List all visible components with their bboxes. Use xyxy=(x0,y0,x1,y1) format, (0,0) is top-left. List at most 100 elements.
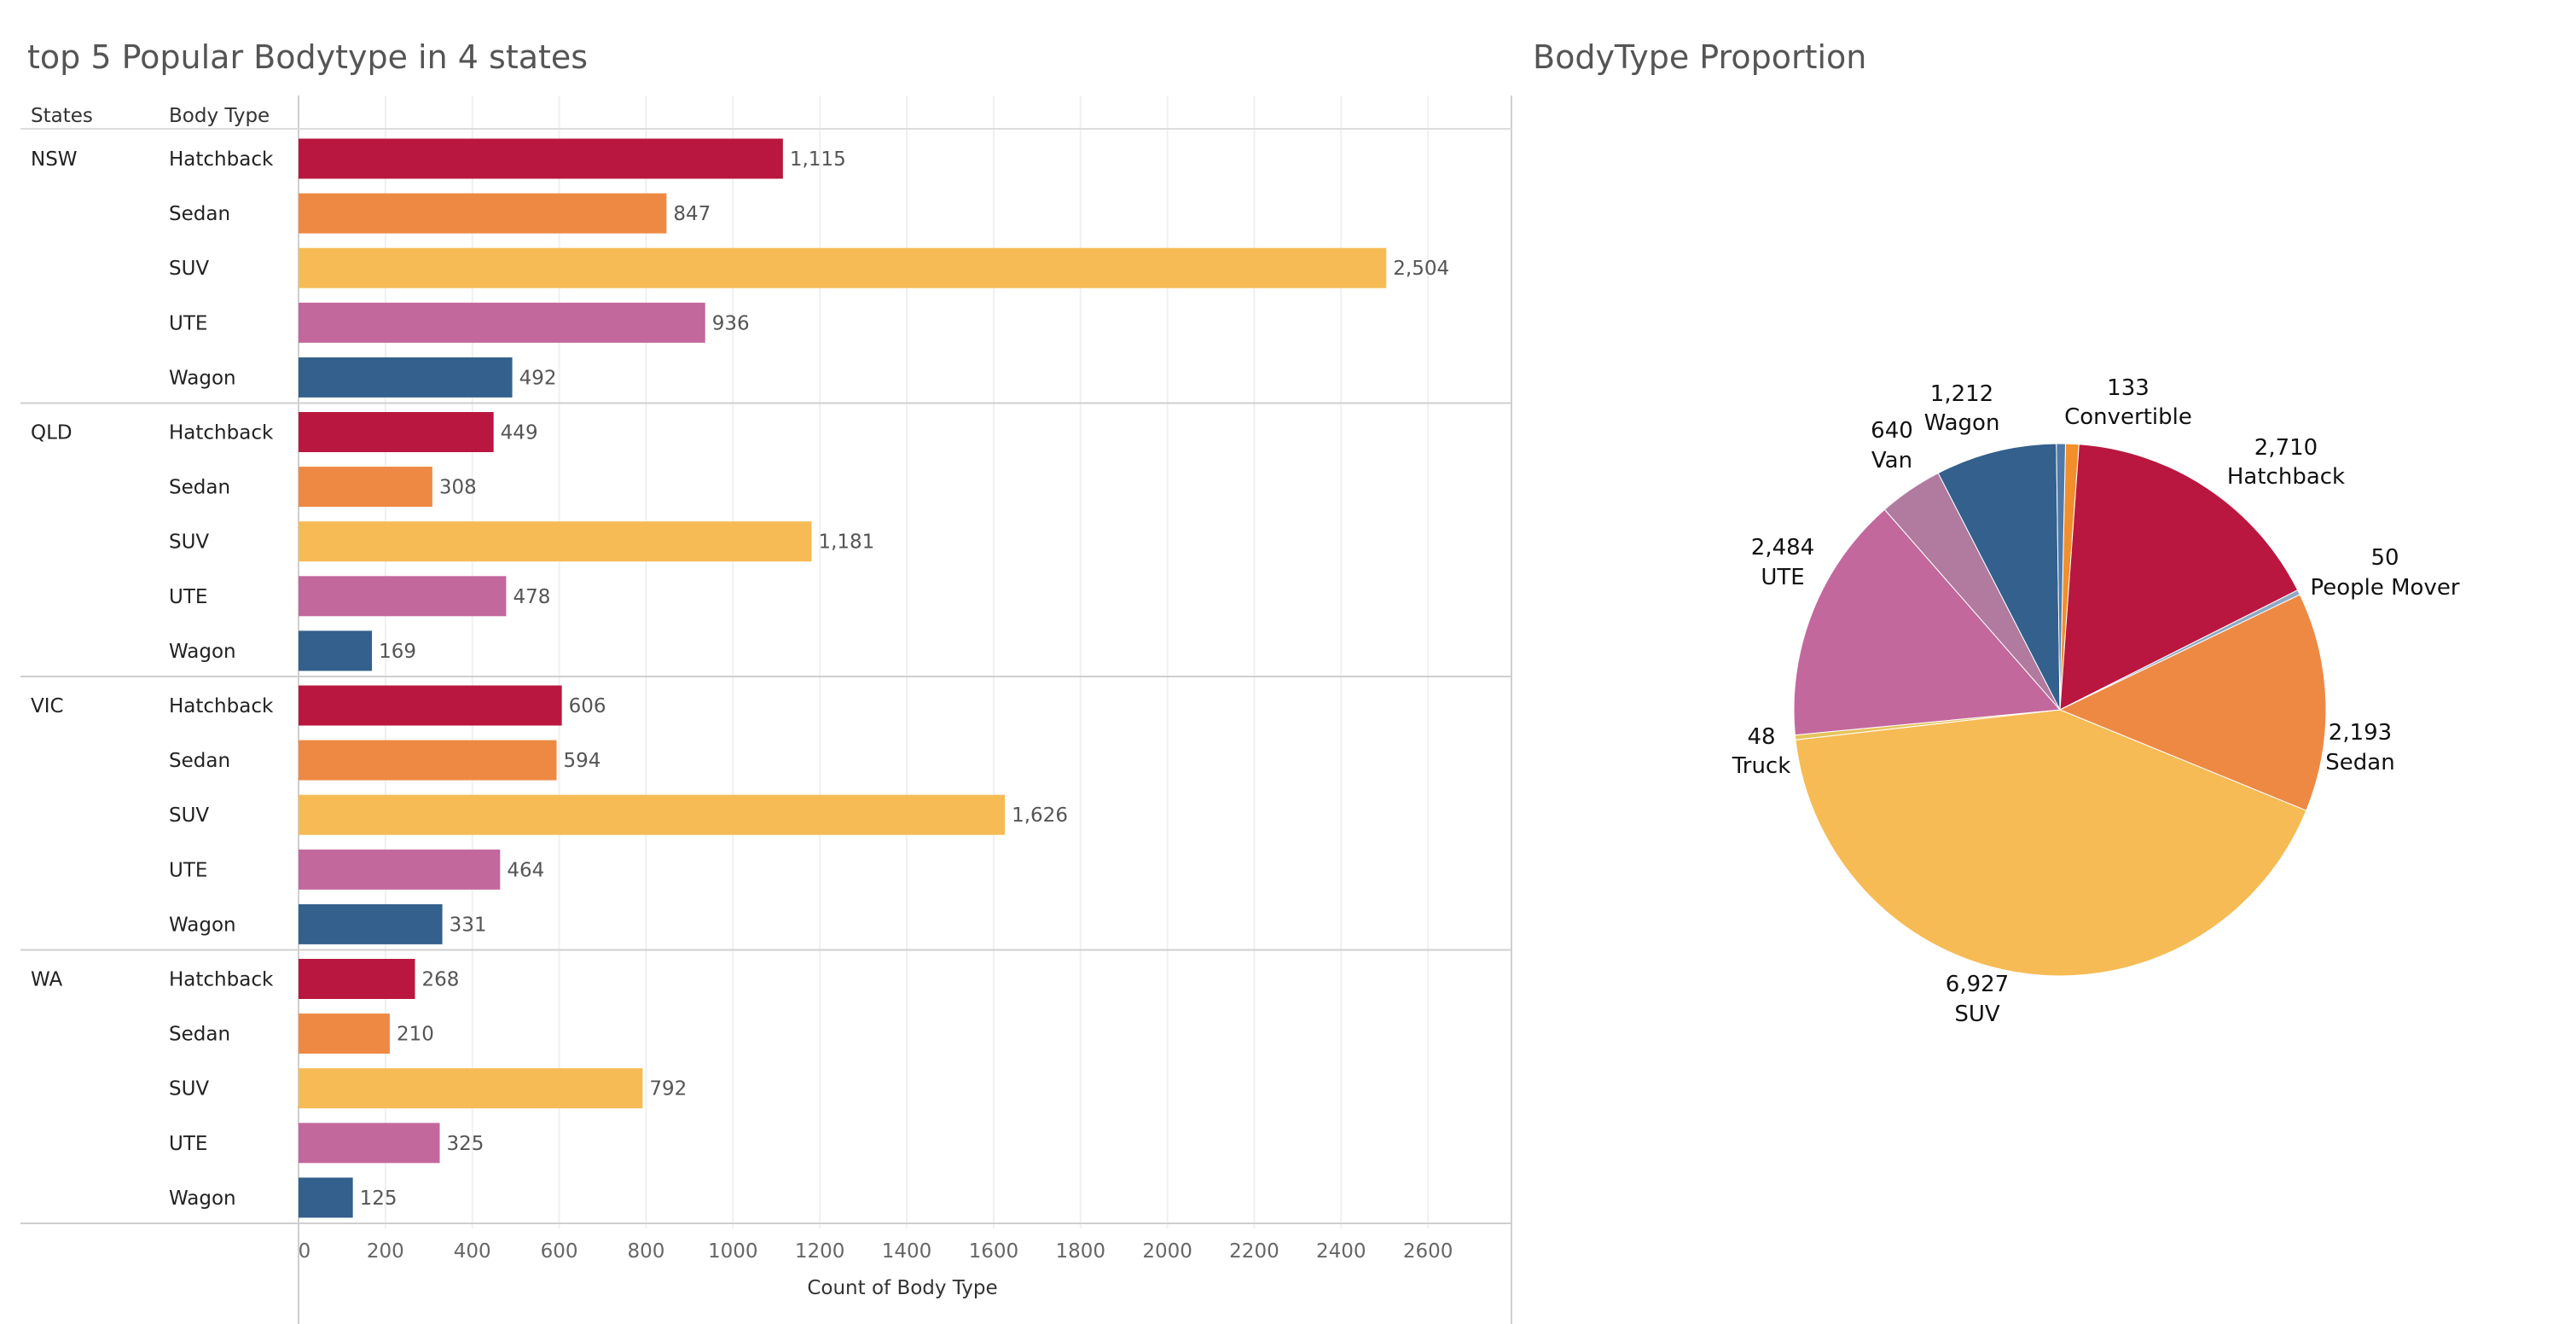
data-label-qld-ute: 478 xyxy=(513,586,550,608)
pie-value-label-van: 640 xyxy=(1871,418,1913,444)
bar-vic-wagon xyxy=(299,903,443,944)
pie-chart-title: BodyType Proportion xyxy=(1533,38,1866,76)
x-tick-2200: 2200 xyxy=(1229,1240,1279,1263)
data-label-wa-hatchback: 268 xyxy=(421,969,459,991)
category-label-sedan: Sedan xyxy=(169,1024,230,1046)
data-label-vic-hatchback: 606 xyxy=(569,695,606,717)
data-label-wa-sedan: 210 xyxy=(397,1024,434,1046)
x-tick-0: 0 xyxy=(299,1240,311,1263)
pie-value-label-truck: 48 xyxy=(1747,724,1775,750)
data-label-qld-sedan: 308 xyxy=(439,477,477,499)
x-tick-1800: 1800 xyxy=(1055,1240,1105,1263)
x-tick-2600: 2600 xyxy=(1403,1240,1453,1263)
category-label-sedan: Sedan xyxy=(169,750,230,772)
data-label-nsw-hatchback: 1,115 xyxy=(790,148,846,171)
bar-rows: NSW Hatchback Sedan SUV UTE Wagon QLD Hatchback… xyxy=(31,148,274,1210)
category-label-suv: SUV xyxy=(169,1078,209,1100)
data-label-qld-hatchback: 449 xyxy=(501,422,538,444)
x-tick-1600: 1600 xyxy=(969,1240,1019,1263)
body-type-column-header: Body Type xyxy=(169,105,270,127)
bar-qld-wagon xyxy=(299,630,373,671)
bar-wa-suv xyxy=(299,1068,643,1109)
bar-nsw-wagon xyxy=(299,357,513,398)
bar-qld-ute xyxy=(299,576,507,617)
bar-qld-sedan xyxy=(299,467,432,508)
bar-vic-suv xyxy=(299,794,1006,835)
x-tick-1400: 1400 xyxy=(882,1240,932,1263)
category-label-wagon: Wagon xyxy=(169,641,236,663)
pie-slice-hatchback xyxy=(2059,444,2299,711)
category-label-hatchback: Hatchback xyxy=(169,148,274,171)
category-label-suv: SUV xyxy=(169,804,209,827)
x-axis-ticks: 0 200 400 600 800 1000 1200 1400 1600 1800 2000 220… xyxy=(299,1240,1453,1263)
pie-name-label-truck: Truck xyxy=(1732,753,1791,779)
pie-name-label-wagon: Wagon xyxy=(1924,410,2000,436)
data-label-wa-wagon: 125 xyxy=(360,1188,397,1210)
category-label-wagon: Wagon xyxy=(169,367,236,389)
bar-nsw-hatchback xyxy=(299,138,783,179)
pie-value-label-wagon: 1,212 xyxy=(1930,381,1993,407)
pie-value-label-hatchback: 2,710 xyxy=(2254,435,2318,461)
pie-value-label-suv: 6,927 xyxy=(1946,972,2009,997)
category-label-ute: UTE xyxy=(169,312,207,334)
data-label-qld-suv: 1,181 xyxy=(818,531,874,554)
data-label-qld-wagon: 169 xyxy=(379,641,416,663)
data-label-nsw-wagon: 492 xyxy=(519,367,557,389)
category-label-suv: SUV xyxy=(169,258,209,280)
bar-wa-hatchback xyxy=(299,959,415,999)
data-label-wa-suv: 792 xyxy=(649,1078,687,1100)
states-column-header: States xyxy=(31,105,93,127)
pie-name-label-ute: UTE xyxy=(1761,565,1804,590)
pie-slice-suv xyxy=(1795,709,2307,977)
bar-qld-suv xyxy=(299,521,812,562)
bar-vic-hatchback xyxy=(299,685,562,726)
x-tick-400: 400 xyxy=(454,1240,491,1263)
bar-chart-title: top 5 Popular Bodytype in 4 states xyxy=(27,38,588,76)
x-tick-1200: 1200 xyxy=(795,1240,845,1263)
pie-name-label-people-mover: People Mover xyxy=(2310,575,2459,601)
category-label-ute: UTE xyxy=(169,859,207,881)
data-label-vic-sedan: 594 xyxy=(564,750,601,772)
category-label-suv: SUV xyxy=(169,531,209,554)
category-label-ute: UTE xyxy=(169,586,207,608)
x-tick-800: 800 xyxy=(627,1240,664,1263)
bar-wa-sedan xyxy=(299,1013,390,1054)
category-label-wagon: Wagon xyxy=(169,914,236,936)
pie-name-label-sedan: Sedan xyxy=(2325,750,2394,775)
category-label-sedan: Sedan xyxy=(169,477,230,499)
pie-value-label-ute: 2,484 xyxy=(1751,535,1814,560)
category-label-hatchback: Hatchback xyxy=(169,695,274,717)
category-label-ute: UTE xyxy=(169,1133,207,1155)
category-label-sedan: Sedan xyxy=(169,203,230,225)
pie-name-label-hatchback: Hatchback xyxy=(2227,464,2345,490)
data-label-nsw-ute: 936 xyxy=(712,312,750,334)
pie-value-label-convertible: 133 xyxy=(2107,375,2150,401)
state-label-wa: WA xyxy=(31,969,62,991)
pie-slice-unlabeled xyxy=(2056,443,2067,711)
state-label-nsw: NSW xyxy=(31,148,78,171)
pie-chart: 133 Convertible 2,710 Hatchback 50 People Mov… xyxy=(1732,375,2460,1027)
x-tick-2400: 2400 xyxy=(1316,1240,1366,1263)
category-label-wagon: Wagon xyxy=(169,1188,236,1210)
x-tick-2000: 2000 xyxy=(1142,1240,1192,1263)
data-label-nsw-suv: 2,504 xyxy=(1393,258,1449,280)
bar-nsw-suv xyxy=(299,247,1387,288)
pie-name-label-suv: SUV xyxy=(1954,1002,2000,1027)
bar-vic-ute xyxy=(299,849,501,890)
data-label-nsw-sedan: 847 xyxy=(673,203,711,225)
pie-value-label-sedan: 2,193 xyxy=(2329,720,2392,746)
state-label-qld: QLD xyxy=(31,422,73,444)
x-tick-1000: 1000 xyxy=(708,1240,758,1263)
x-tick-200: 200 xyxy=(367,1240,404,1263)
pie-name-label-convertible: Convertible xyxy=(2064,404,2192,430)
pie-slice-wagon xyxy=(1937,443,2061,711)
data-label-vic-suv: 1,626 xyxy=(1012,804,1068,827)
data-label-vic-wagon: 331 xyxy=(450,914,487,936)
x-axis-label: Count of Body Type xyxy=(807,1277,997,1299)
category-label-hatchback: Hatchback xyxy=(169,422,274,444)
pie-slice-sedan xyxy=(2058,594,2327,811)
bar-nsw-sedan xyxy=(299,193,667,234)
category-label-hatchback: Hatchback xyxy=(169,969,274,991)
